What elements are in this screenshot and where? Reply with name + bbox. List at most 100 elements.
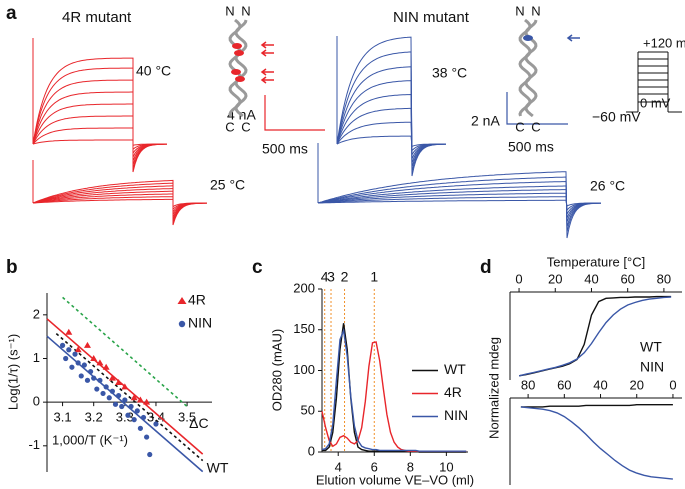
data-point <box>69 364 75 370</box>
y-tick-label: 2 <box>33 306 40 321</box>
data-point <box>108 374 116 381</box>
data-point <box>109 388 115 394</box>
data-point <box>147 451 153 458</box>
helix-end-label: C <box>515 119 524 134</box>
helix-strand <box>518 18 532 117</box>
protocol-label: −60 mV <box>592 109 641 125</box>
data-line <box>520 406 673 480</box>
data-point <box>115 379 123 385</box>
arrow <box>566 34 580 42</box>
data-point <box>128 403 134 410</box>
data-point <box>75 360 81 366</box>
helix-highlight <box>231 69 241 75</box>
data-line <box>520 404 673 408</box>
current-trace <box>32 190 208 215</box>
mutant-title: NIN mutant <box>393 9 470 26</box>
panel-label: d <box>480 257 492 278</box>
helix-end-label: N <box>515 3 524 18</box>
helix-highlight <box>234 50 244 56</box>
current-trace <box>32 198 207 207</box>
x-tick-label: 0 <box>515 271 522 286</box>
line-label: WT <box>207 459 229 475</box>
current-trace <box>317 176 601 233</box>
protocol-label: +120 mV <box>643 35 685 50</box>
current-trace <box>32 185 207 220</box>
y-axis-label: OD280 (mAU) <box>269 329 284 411</box>
protocol-diagram <box>626 51 682 113</box>
data-line <box>322 323 467 453</box>
panel-label: a <box>6 3 17 24</box>
x-axis-label: Temperature [°C] <box>547 254 645 269</box>
data-point <box>63 355 69 362</box>
data-point <box>119 403 125 410</box>
x-tick-label: 40 <box>584 271 598 286</box>
temperature-label: 26 °C <box>590 178 625 194</box>
data-point <box>136 396 144 403</box>
arrow <box>260 41 274 49</box>
current-trace <box>32 196 207 211</box>
x-tick-label: 60 <box>557 377 571 392</box>
data-point <box>116 392 122 399</box>
data-point <box>74 346 82 353</box>
fraction-label: 1 <box>370 269 378 285</box>
current-trace <box>317 185 601 223</box>
legend-swatch <box>177 297 187 304</box>
y-tick-label: 0 <box>33 394 40 409</box>
legend-label: 4R <box>444 384 462 400</box>
data-point <box>81 362 87 368</box>
x-tick-label: 3.2 <box>85 410 103 425</box>
current-trace <box>317 196 601 212</box>
data-point <box>125 412 131 418</box>
y-tick-label: 150 <box>293 321 315 336</box>
x-tick-label: 80 <box>657 271 671 286</box>
x-tick-label: 0 <box>669 377 676 392</box>
data-point <box>103 384 109 390</box>
temperature-label: 25 °C <box>210 177 245 193</box>
legend-swatch <box>178 320 186 328</box>
x-axis-label: Elution volume VE–VO (ml) <box>316 472 474 487</box>
data-point <box>96 359 104 366</box>
helix-strand <box>234 19 248 118</box>
current-trace <box>317 189 601 219</box>
data-point <box>94 386 100 392</box>
data-point <box>137 425 143 431</box>
x-tick-label: 4 <box>335 459 342 474</box>
current-trace <box>317 192 602 216</box>
legend-label: NIN <box>444 407 468 423</box>
current-trace <box>32 115 167 154</box>
current-trace <box>336 36 447 177</box>
helix-strand <box>524 19 538 118</box>
data-point <box>102 363 110 370</box>
data-line <box>518 296 672 377</box>
data-point <box>66 347 72 353</box>
data-point <box>78 373 84 379</box>
x-tick-label: 60 <box>620 271 634 286</box>
data-point <box>87 368 94 375</box>
data-point <box>72 351 78 357</box>
current-trace <box>317 180 601 228</box>
arrow <box>260 49 274 57</box>
data-point <box>91 375 97 381</box>
fraction-label: 4 <box>321 269 329 285</box>
current-trace <box>336 107 447 157</box>
data-point <box>84 377 91 383</box>
data-point <box>100 390 106 397</box>
data-point <box>140 414 147 421</box>
data-point <box>130 394 138 401</box>
x-tick-label: 3.4 <box>147 410 165 425</box>
scale-bar <box>264 95 325 131</box>
x-tick-label: 10 <box>439 459 453 474</box>
helix-end-label: N <box>241 3 250 18</box>
helix-highlight <box>523 35 533 41</box>
current-trace <box>32 57 167 173</box>
mutant-title: 4R mutant <box>62 9 132 26</box>
current-trace <box>336 93 446 160</box>
x-axis-label: 1,000/T (K⁻¹) <box>52 432 128 447</box>
y-tick-label: 0 <box>308 443 315 458</box>
current-trace <box>32 179 207 226</box>
current-trace <box>32 139 167 146</box>
data-line <box>321 327 467 452</box>
data-point <box>65 328 73 335</box>
panel-label: c <box>252 257 263 278</box>
data-point <box>59 342 66 348</box>
